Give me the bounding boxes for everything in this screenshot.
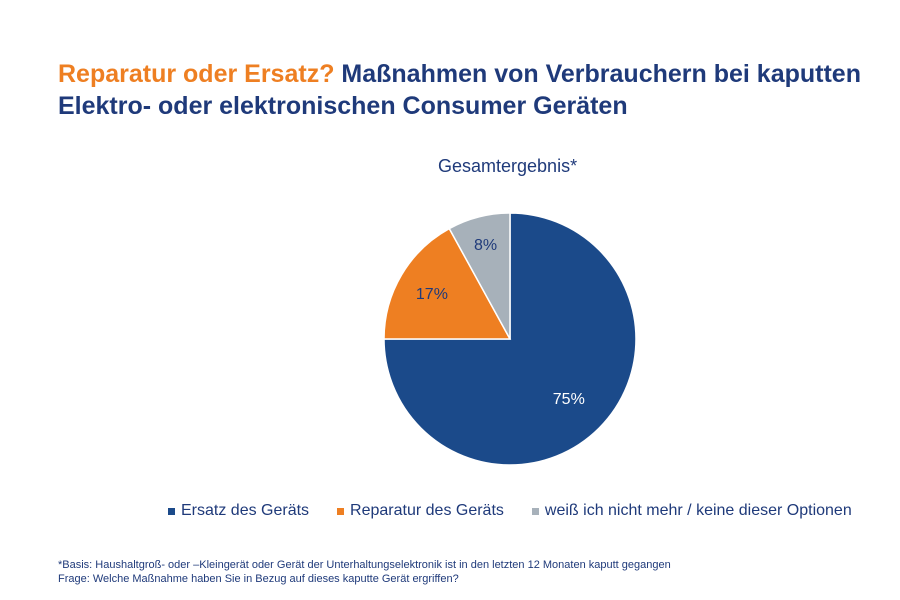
chart-title: Gesamtergebnis* [438, 156, 578, 176]
pie-data-label-2: 17% [416, 286, 448, 303]
page-title: Reparatur oder Ersatz? Maßnahmen von Ver… [58, 58, 878, 122]
title-rest: Maßnahmen von Verbrauchern bei kaputten … [58, 60, 861, 120]
chart-legend: Ersatz des Geräts Reparatur des Geräts w… [168, 502, 852, 520]
footnote-question: Frage: Welche Maßnahme haben Sie in Bezu… [58, 573, 459, 585]
pie-slice-3 [448, 212, 511, 340]
pie-slice-2 [383, 227, 512, 340]
legend-label: Ersatz des Geräts [181, 502, 310, 519]
legend-label: weiß ich nicht mehr / keine dieser Optio… [544, 502, 852, 519]
legend-item-unbekannt: weiß ich nicht mehr / keine dieser Optio… [531, 502, 852, 520]
legend-swatch [531, 507, 539, 515]
legend-item-ersatz: Ersatz des Geräts [168, 502, 309, 520]
title-accent: Reparatur oder Ersatz? [58, 60, 335, 88]
legend-swatch [337, 507, 345, 515]
pie-slice-1 [383, 212, 637, 466]
footnote: *Basis: Haushaltgroß- oder –Kleingerät o… [58, 558, 671, 586]
legend-swatch [168, 507, 175, 515]
legend-label: Reparatur des Geräts [350, 502, 504, 519]
pie-data-label-3: 8% [474, 237, 497, 254]
footnote-basis: *Basis: Haushaltgroß- oder –Kleingerät o… [58, 559, 671, 571]
pie-data-label-1: 75% [553, 391, 585, 408]
legend-item-reparatur: Reparatur des Geräts [337, 502, 504, 520]
